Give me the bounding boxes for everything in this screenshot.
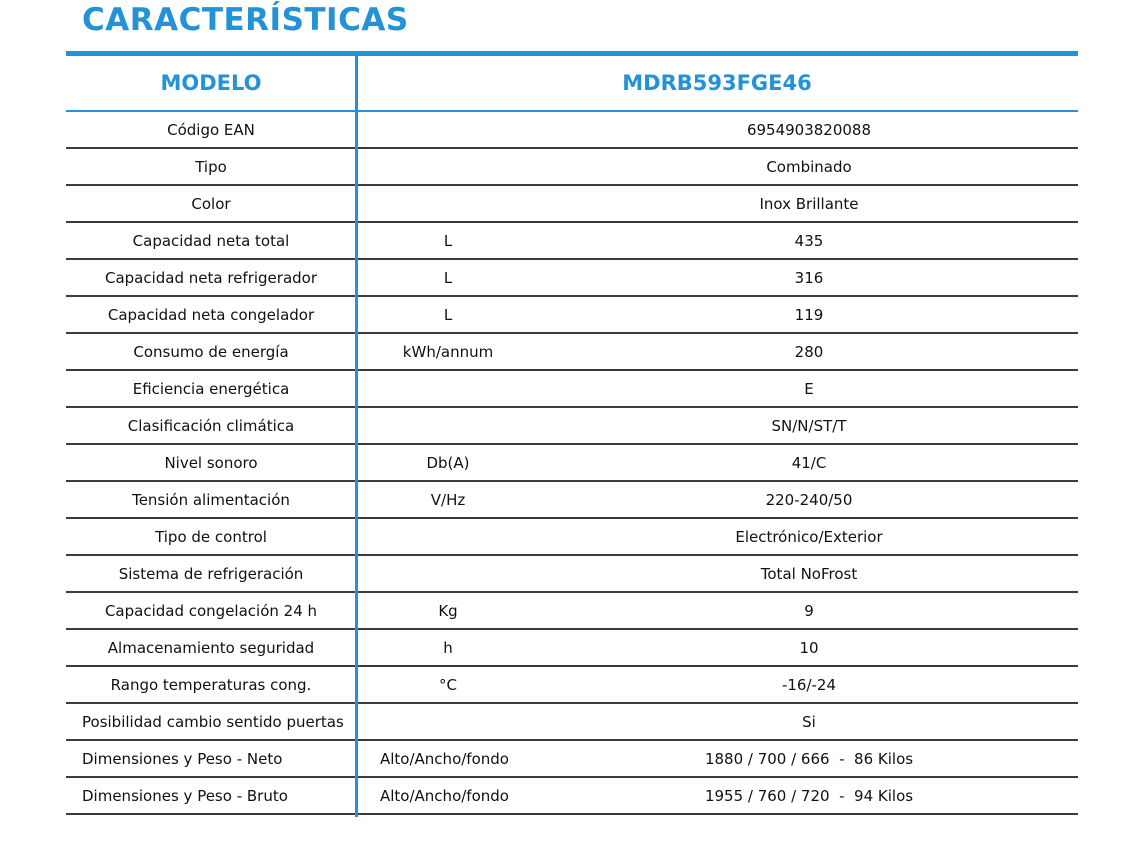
table-header: MODELO MDRB593FGE46	[66, 56, 1078, 112]
table-row: Tipo de control Electrónico/Exterior	[66, 519, 1078, 556]
table-row: Consumo de energía kWh/annum 280	[66, 334, 1078, 371]
spec-unit: Db(A)	[426, 453, 470, 472]
spec-value: 1955 / 760 / 720 - 94 Kilos	[704, 786, 914, 805]
spec-unit: L	[443, 305, 453, 324]
spec-label: Dimensiones y Peso - Bruto	[82, 786, 288, 805]
spec-value: Total NoFrost	[760, 564, 858, 583]
table-row: Rango temperaturas cong. °C -16/-24	[66, 667, 1078, 704]
spec-label: Capacidad neta congelador	[107, 305, 315, 324]
spec-unit: L	[443, 231, 453, 250]
spec-unit: h	[443, 638, 453, 657]
table-row: Capacidad neta refrigerador L 316	[66, 260, 1078, 297]
spec-label: Tipo	[195, 157, 227, 176]
model-value: MDRB593FGE46	[622, 71, 812, 95]
spec-label: Dimensiones y Peso - Neto	[82, 749, 283, 768]
table-row: Tipo Combinado	[66, 149, 1078, 186]
spec-value: 9	[804, 601, 814, 620]
table-row: Código EAN 6954903820088	[66, 112, 1078, 149]
table-row: Capacidad neta total L 435	[66, 223, 1078, 260]
column-divider	[355, 56, 358, 817]
spec-label: Rango temperaturas cong.	[110, 675, 312, 694]
spec-unit: Kg	[438, 601, 458, 620]
spec-value: 316	[794, 268, 824, 287]
spec-label: Eficiencia energética	[132, 379, 290, 398]
spec-label: Tipo de control	[155, 527, 267, 546]
table-row: Eficiencia energética E	[66, 371, 1078, 408]
spec-value: Si	[802, 712, 816, 731]
spec-value: 1880 / 700 / 666 - 86 Kilos	[704, 749, 914, 768]
spec-unit: Alto/Ancho/fondo	[380, 786, 509, 805]
spec-unit: °C	[439, 675, 457, 694]
table-row: Posibilidad cambio sentido puertas Si	[66, 704, 1078, 741]
table-row: Clasificación climática SN/N/ST/T	[66, 408, 1078, 445]
spec-label: Capacidad congelación 24 h	[104, 601, 318, 620]
table-row: Color Inox Brillante	[66, 186, 1078, 223]
table-row: Dimensiones y Peso - Neto Alto/Ancho/fond…	[66, 741, 1078, 778]
spec-value: -16/-24	[781, 675, 837, 694]
spec-unit: V/Hz	[430, 490, 466, 509]
spec-value: SN/N/ST/T	[771, 416, 847, 435]
spec-label: Tensión alimentación	[132, 490, 290, 509]
spec-value: 119	[794, 305, 824, 324]
spec-value: 220-240/50	[765, 490, 853, 509]
spec-value: Electrónico/Exterior	[735, 527, 883, 546]
table-row: Dimensiones y Peso - Bruto Alto/Ancho/fon…	[66, 778, 1078, 815]
table-row: Capacidad congelación 24 h Kg 9	[66, 593, 1078, 630]
spec-value: 10	[799, 638, 819, 657]
page-title: CARACTERÍSTICAS	[82, 2, 409, 38]
table-row: Nivel sonoro Db(A) 41/C	[66, 445, 1078, 482]
spec-unit: kWh/annum	[402, 342, 494, 361]
spec-label: Sistema de refrigeración	[118, 564, 304, 583]
spec-value: E	[804, 379, 814, 398]
table-row: Tensión alimentación V/Hz 220-240/50	[66, 482, 1078, 519]
spec-value: 280	[794, 342, 824, 361]
spec-label: Nivel sonoro	[164, 453, 258, 472]
spec-label: Clasificación climática	[127, 416, 295, 435]
table-row: Almacenamiento seguridad h 10	[66, 630, 1078, 667]
specs-table: MODELO MDRB593FGE46 Código EAN 6954903820…	[66, 56, 1078, 815]
table-row: Sistema de refrigeración Total NoFrost	[66, 556, 1078, 593]
model-label: MODELO	[160, 71, 262, 95]
spec-label: Capacidad neta total	[132, 231, 290, 250]
spec-value: 6954903820088	[746, 120, 872, 139]
table-row: Capacidad neta congelador L 119	[66, 297, 1078, 334]
spec-value: Combinado	[766, 157, 852, 176]
spec-label: Color	[191, 194, 231, 213]
spec-label: Posibilidad cambio sentido puertas	[82, 712, 344, 731]
spec-value: Inox Brillante	[759, 194, 859, 213]
spec-value: 41/C	[791, 453, 827, 472]
spec-unit: L	[443, 268, 453, 287]
spec-value: 435	[794, 231, 824, 250]
spec-label: Código EAN	[167, 120, 255, 139]
title-divider	[66, 51, 1078, 56]
spec-label: Almacenamiento seguridad	[107, 638, 315, 657]
spec-unit: Alto/Ancho/fondo	[380, 749, 509, 768]
spec-label: Capacidad neta refrigerador	[104, 268, 318, 287]
spec-label: Consumo de energía	[133, 342, 289, 361]
